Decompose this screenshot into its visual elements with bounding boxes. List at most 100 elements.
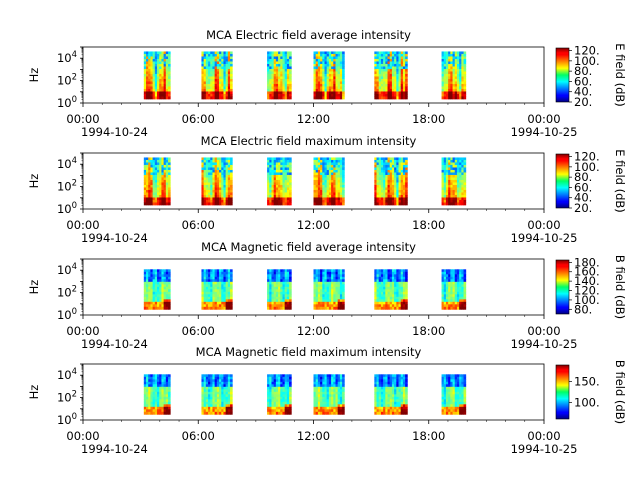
x-tick-date-label: 1994-10-25 xyxy=(511,442,578,456)
colorbar-tick-label: 40. xyxy=(574,191,592,205)
colorbar xyxy=(555,153,570,209)
y-tick-label: 100 xyxy=(57,201,77,216)
colorbar xyxy=(555,47,570,103)
y-tick-label: 104 xyxy=(57,367,77,382)
colorbar-label: E field (dB) xyxy=(613,149,627,213)
spectrogram-block xyxy=(267,157,292,206)
colorbar-tick-label: 150. xyxy=(574,375,600,389)
spectrogram-block xyxy=(374,51,408,100)
x-tick-label: 12:00 xyxy=(297,218,330,232)
spectrogram-block xyxy=(441,157,467,206)
panel-3: MCA Magnetic field average intensity 100 1… xyxy=(27,240,627,351)
panel-4: MCA Magnetic field maximum intensity 100 1… xyxy=(27,345,627,456)
colorbar-tick-label: 180. xyxy=(574,255,600,269)
colorbar-tick-label: 100. xyxy=(574,54,600,68)
panel-1: MCA Electric field average intensity 100 1… xyxy=(27,28,627,139)
colorbar-tick-label: 140. xyxy=(574,274,600,288)
x-tick-label: 06:00 xyxy=(182,218,215,232)
panel-title: MCA Electric field maximum intensity xyxy=(201,134,417,148)
spectrogram-block xyxy=(201,374,233,415)
panel-2: MCA Electric field maximum intensity 100 1… xyxy=(27,134,627,245)
colorbar-tick-label: 40. xyxy=(574,85,592,99)
x-tick-date-label: 1994-10-25 xyxy=(511,125,578,139)
spectrogram-block xyxy=(374,374,408,415)
x-tick-label: 06:00 xyxy=(182,112,215,126)
colorbar-tick-label: 120. xyxy=(574,150,600,164)
colorbar-tick-label: 160. xyxy=(574,265,600,279)
colorbar-tick-label: 80. xyxy=(574,64,592,78)
spectrogram-block xyxy=(441,51,467,100)
spectrogram-block xyxy=(313,269,345,310)
spectrogram-block xyxy=(441,374,467,415)
spectrogram-block xyxy=(143,269,171,310)
x-tick-label: 18:00 xyxy=(412,218,445,232)
y-axis-label: Hz xyxy=(27,174,41,189)
y-tick-label: 102 xyxy=(57,285,77,300)
y-axis-label: Hz xyxy=(27,280,41,295)
y-tick-label: 102 xyxy=(57,390,77,405)
colorbar-label: B field (dB) xyxy=(613,255,627,319)
x-tick-label: 12:00 xyxy=(297,112,330,126)
spectrogram-block xyxy=(201,157,233,206)
x-tick-label: 00:00 xyxy=(66,324,99,338)
x-tick-label: 18:00 xyxy=(412,429,445,443)
colorbar-tick-label: 120. xyxy=(574,284,600,298)
spectrogram-block xyxy=(201,269,233,310)
x-tick-date-label: 1994-10-24 xyxy=(81,337,148,351)
x-tick-label: 06:00 xyxy=(182,324,215,338)
y-axis-label: Hz xyxy=(27,385,41,400)
colorbar-tick-label: 60. xyxy=(574,74,592,88)
y-tick-label: 102 xyxy=(57,179,77,194)
colorbar-tick-label: 80. xyxy=(574,302,592,316)
colorbar-tick-label: 100. xyxy=(574,293,600,307)
y-tick-label: 100 xyxy=(57,95,77,110)
colorbar-tick-label: 100. xyxy=(574,160,600,174)
colorbar xyxy=(555,364,570,420)
spectrogram-block xyxy=(143,374,171,415)
spectrogram-block xyxy=(267,374,292,415)
y-tick-label: 100 xyxy=(57,412,77,427)
x-tick-label: 00:00 xyxy=(527,218,560,232)
x-tick-date-label: 1994-10-24 xyxy=(81,125,148,139)
panel-title: MCA Electric field average intensity xyxy=(206,28,411,42)
y-axis-label: Hz xyxy=(27,68,41,83)
spectrogram-block xyxy=(143,157,171,206)
x-tick-label: 12:00 xyxy=(297,429,330,443)
x-tick-label: 18:00 xyxy=(412,112,445,126)
x-tick-label: 00:00 xyxy=(527,429,560,443)
spectrogram-block xyxy=(313,374,345,415)
colorbar-tick-label: 20. xyxy=(574,201,592,215)
colorbar-label: E field (dB) xyxy=(613,43,627,107)
x-tick-date-label: 1994-10-24 xyxy=(81,231,148,245)
x-tick-label: 00:00 xyxy=(66,429,99,443)
x-tick-label: 00:00 xyxy=(66,112,99,126)
x-tick-date-label: 1994-10-25 xyxy=(511,337,578,351)
colorbar xyxy=(555,259,570,315)
x-tick-label: 18:00 xyxy=(412,324,445,338)
x-tick-label: 00:00 xyxy=(66,218,99,232)
panel-title: MCA Magnetic field maximum intensity xyxy=(196,345,422,359)
x-tick-date-label: 1994-10-25 xyxy=(511,231,578,245)
x-tick-label: 06:00 xyxy=(182,429,215,443)
spectrogram-block xyxy=(201,51,233,100)
panel-title: MCA Magnetic field average intensity xyxy=(201,240,416,254)
y-tick-label: 104 xyxy=(57,156,77,171)
x-tick-label: 00:00 xyxy=(527,112,560,126)
colorbar-tick-label: 120. xyxy=(574,44,600,58)
y-tick-label: 104 xyxy=(57,50,77,65)
y-tick-label: 104 xyxy=(57,262,77,277)
colorbar-tick-label: 80. xyxy=(574,170,592,184)
spectrogram-block xyxy=(313,157,345,206)
spectrogram-block xyxy=(267,51,292,100)
spectrogram-block xyxy=(441,269,467,310)
spectrogram-block xyxy=(313,51,345,100)
spectrogram-block xyxy=(374,269,408,310)
y-tick-label: 102 xyxy=(57,73,77,88)
x-tick-label: 00:00 xyxy=(527,324,560,338)
spectrogram-block xyxy=(143,51,171,100)
spectrogram-block xyxy=(374,157,408,206)
x-tick-label: 12:00 xyxy=(297,324,330,338)
colorbar-tick-label: 20. xyxy=(574,95,592,109)
spectrogram-block xyxy=(267,269,292,310)
